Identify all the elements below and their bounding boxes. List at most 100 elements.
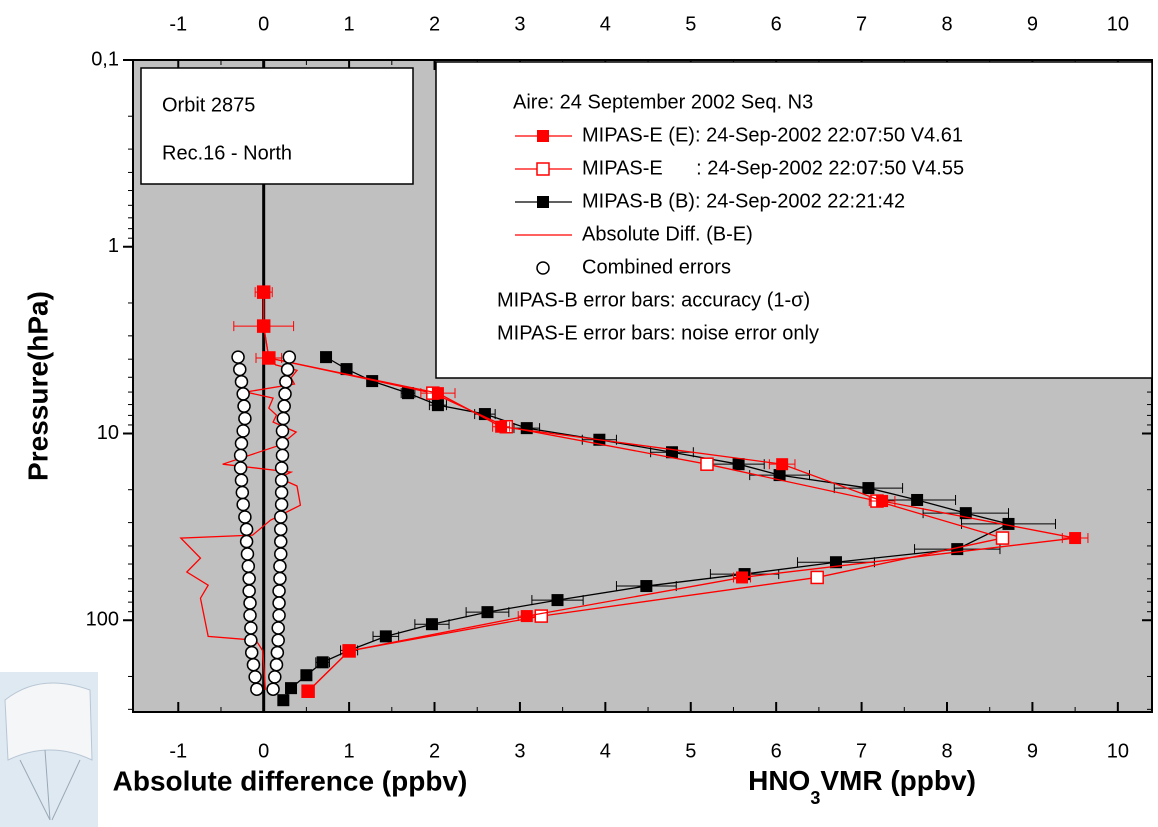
- plot: -1 -1 0 0 1 1 2 2 3 3 4 4 5 5 6 6 7 7 8 8 9 9 10 10 0,1 1 10 100 Orb…: [86, 13, 1153, 762]
- x-axis-title-right: HNO3VMR (ppbv): [748, 765, 976, 807]
- legend-label: MIPAS-E : 24-Sep-2002 22:07:50 V4.55: [582, 157, 964, 179]
- y-tick-label: 100: [86, 609, 119, 631]
- combined-error-point: [270, 645, 285, 660]
- combined-error-point: [250, 682, 264, 696]
- combined-error-point: [238, 411, 252, 426]
- combined-error-point: [276, 411, 291, 426]
- plot-frame: [132, 59, 1153, 713]
- legend-label: MIPAS-E (E): 24-Sep-2002 22:07:50 V4.61: [582, 124, 963, 146]
- combined-error-point: [243, 596, 257, 610]
- y-tick-label: 1: [108, 235, 119, 257]
- data-point: [402, 387, 415, 400]
- y-tick-label: 0,1: [91, 48, 119, 70]
- legend-note: MIPAS-E error bars: noise error only: [497, 322, 819, 344]
- data-point: [700, 457, 714, 471]
- y-tick-label: 10: [97, 422, 119, 444]
- combined-error-point: [275, 448, 290, 463]
- legend-label: Combined errors: [582, 256, 731, 278]
- data-point: [534, 609, 549, 623]
- combined-error-point: [278, 387, 292, 401]
- x-tick-label: 5: [685, 740, 696, 762]
- photo-lines: [19, 749, 81, 821]
- x-axis-title-left: Absolute difference (ppbv): [113, 765, 468, 796]
- x-tick-label-top: 9: [1027, 13, 1038, 35]
- legend-note: MIPAS-B error bars: accuracy (1-σ): [497, 289, 810, 311]
- info-box: [140, 67, 414, 185]
- legend-label: MIPAS-B (B): 24-Sep-2002 22:21:42: [582, 190, 905, 212]
- combined-error-point: [248, 670, 262, 684]
- data-point: [343, 644, 356, 657]
- combined-error-point: [277, 399, 291, 413]
- x-tick-label-top: 7: [856, 13, 867, 35]
- x-title-sub: 3: [810, 788, 820, 808]
- x-title-part: VMR (ppbv): [820, 765, 976, 796]
- combined-error-point: [280, 362, 295, 377]
- data-point: [431, 387, 444, 400]
- x-tick-label-top: 3: [514, 13, 525, 35]
- combined-error-point: [274, 510, 288, 524]
- data-point: [316, 656, 329, 669]
- photo-canopy: [4, 682, 93, 761]
- combined-error-point: [274, 547, 288, 561]
- combined-error-point: [233, 362, 247, 377]
- combined-error-point: [236, 497, 250, 512]
- data-point: [520, 422, 533, 435]
- combined-error-point: [246, 657, 261, 672]
- combined-error-point: [274, 485, 289, 500]
- combined-error-point: [274, 534, 288, 549]
- combined-error-point: [239, 522, 254, 537]
- x-tick-label-top: 8: [941, 13, 952, 35]
- data-point: [810, 570, 824, 585]
- combined-error-point: [272, 584, 286, 598]
- x-tick-label-top: 2: [429, 13, 440, 35]
- combined-error-point: [282, 350, 297, 364]
- combined-error-point: [269, 657, 284, 672]
- combined-error-point: [234, 436, 249, 451]
- combined-error-point: [239, 534, 254, 549]
- x-tick-label: 9: [1027, 740, 1038, 762]
- combined-error-point: [272, 596, 286, 610]
- profile-line: [282, 356, 1011, 701]
- legend-marker: [537, 130, 549, 142]
- data-point: [495, 420, 508, 433]
- data-point: [1069, 532, 1082, 545]
- combined-error-point: [275, 436, 290, 451]
- legend-label: Absolute Diff. (B-E): [582, 223, 753, 245]
- combined-error-point: [244, 645, 259, 660]
- data-point: [481, 606, 494, 619]
- data-point: [257, 320, 270, 333]
- combined-error-point: [242, 571, 256, 586]
- combined-error-point: [244, 633, 258, 648]
- x-tick-label: 10: [1107, 740, 1129, 762]
- x-tick-label-top: 1: [344, 13, 355, 35]
- combined-error-point: [268, 670, 282, 684]
- info-box-line: Orbit 2875: [162, 94, 255, 116]
- data-point: [776, 458, 789, 471]
- x-tick-label-top: 6: [771, 13, 782, 35]
- combined-error-point: [274, 497, 289, 512]
- x-tick-label: 1: [344, 740, 355, 762]
- data-point: [302, 685, 315, 698]
- legend-box: [435, 61, 1153, 379]
- data-point: [773, 469, 786, 482]
- combined-error-point: [234, 473, 249, 488]
- combined-error-point: [274, 473, 289, 488]
- combined-error-point: [241, 559, 256, 574]
- combined-error-point: [236, 387, 250, 401]
- x-tick-label: 4: [600, 740, 611, 762]
- legend-marker: [536, 162, 550, 176]
- x-tick-label: 2: [429, 740, 440, 762]
- data-point: [257, 286, 270, 299]
- combined-error-point: [242, 584, 256, 598]
- combined-error-point: [275, 424, 290, 438]
- x-tick-label: 7: [856, 740, 867, 762]
- combined-error-point: [235, 485, 250, 500]
- y-axis-title: Pressure(hPa): [22, 291, 53, 481]
- combined-error-point: [272, 608, 286, 623]
- data-point: [285, 682, 298, 695]
- combined-error-point: [243, 608, 257, 623]
- x-tick-label: 6: [771, 740, 782, 762]
- x-tick-label-top: 0: [258, 13, 269, 35]
- x-tick-label: -1: [169, 740, 187, 762]
